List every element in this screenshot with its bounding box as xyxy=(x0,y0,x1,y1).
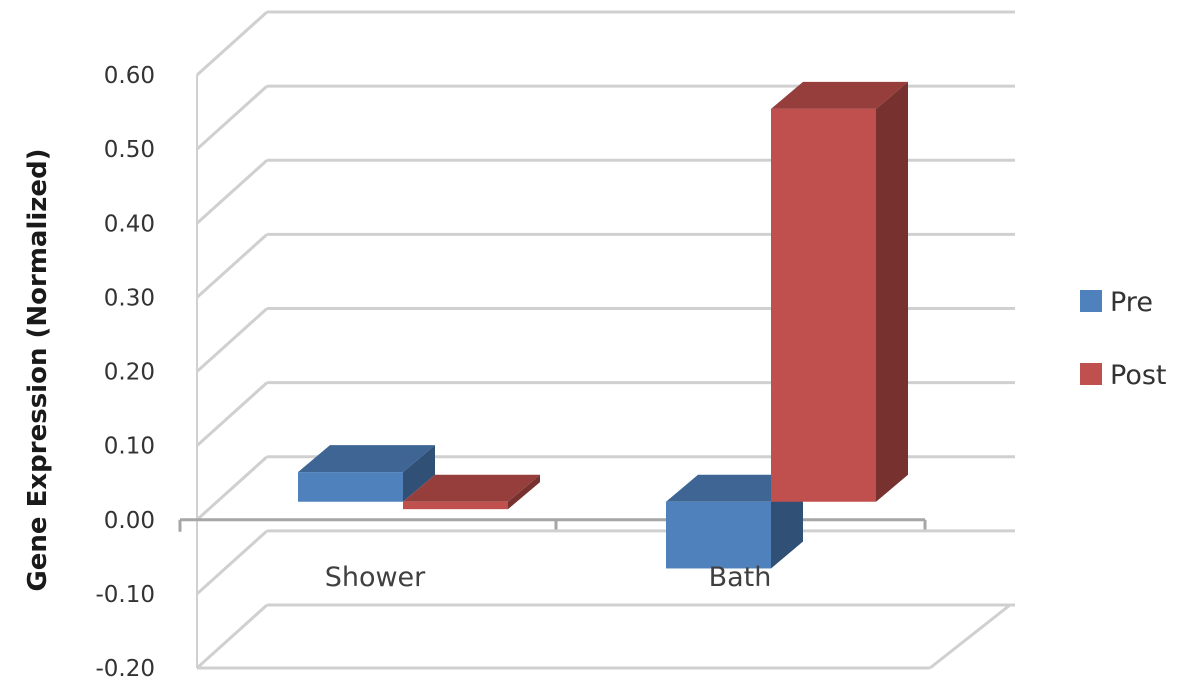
legend: Pre Post xyxy=(1080,287,1167,391)
x-tick-label: Bath xyxy=(709,562,772,593)
bar-pre-bath xyxy=(666,474,803,569)
y-tick-label: -0.10 xyxy=(95,582,155,608)
y-tick-label: 0.50 xyxy=(104,137,155,163)
bar-post-bath xyxy=(771,81,908,502)
bar-front-face xyxy=(771,108,876,502)
floor-right-edge xyxy=(929,603,1011,670)
bar-top-face xyxy=(298,445,435,473)
legend-label-pre: Pre xyxy=(1110,287,1153,318)
bars xyxy=(298,81,908,569)
bar-side-face xyxy=(508,474,540,510)
side-wall-line xyxy=(195,455,269,521)
legend-swatch-pre xyxy=(1080,290,1102,312)
x-tick-label: Shower xyxy=(325,562,426,593)
side-wall-line xyxy=(195,85,269,151)
legend-label-post: Post xyxy=(1110,360,1167,391)
bar-top-face xyxy=(666,474,803,502)
bar-front-face xyxy=(403,501,508,510)
side-wall-line xyxy=(195,381,269,447)
bar-post-shower xyxy=(403,474,540,510)
y-axis-title: Gene Expression (Normalized) xyxy=(23,148,53,591)
legend-swatch-post xyxy=(1080,363,1102,385)
y-tick-label: -0.20 xyxy=(95,656,155,682)
bar-side-face xyxy=(876,81,908,502)
bar-side-face xyxy=(403,445,435,502)
y-tick-label: 0.30 xyxy=(104,285,155,311)
x-axis-labels: Shower Bath xyxy=(325,562,772,593)
side-wall-line xyxy=(195,159,269,225)
y-tick-label: 0.10 xyxy=(104,434,155,460)
bar-pre-shower xyxy=(298,445,435,502)
y-tick-label: 0.20 xyxy=(104,360,155,386)
y-axis-ticks: 0.60 0.50 0.40 0.30 0.20 0.10 0.00 -0.10 -0.20 xyxy=(95,63,155,682)
side-wall-line xyxy=(195,10,269,77)
side-wall-line xyxy=(195,529,269,595)
bar-front-face xyxy=(298,472,403,502)
side-wall-line xyxy=(195,307,269,373)
side-wall-line xyxy=(195,603,269,670)
bar-front-face xyxy=(666,501,771,569)
y-tick-label: 0.00 xyxy=(104,508,155,534)
bar-top-face xyxy=(771,81,908,109)
y-tick-label: 0.40 xyxy=(104,211,155,237)
bar-top-face xyxy=(403,474,540,502)
y-tick-label: 0.60 xyxy=(104,63,155,89)
side-wall-line xyxy=(195,233,269,299)
